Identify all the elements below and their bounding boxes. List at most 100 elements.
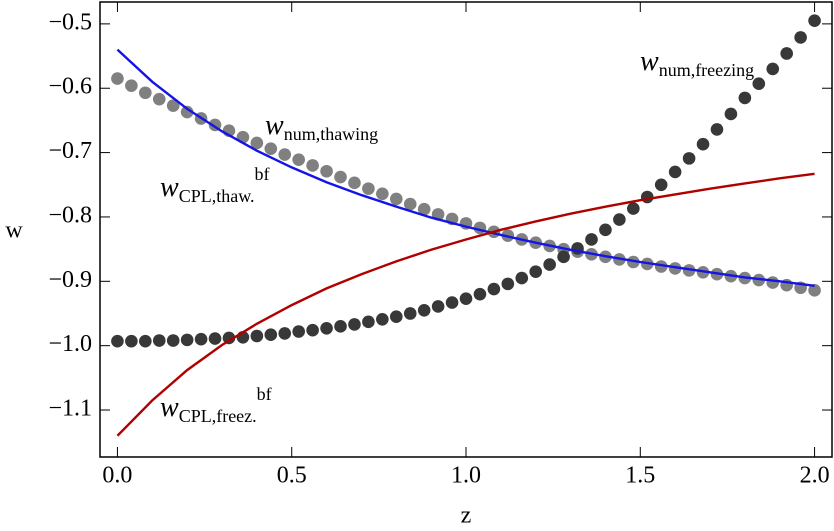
annotation: wCPL,freez.bf [160,384,272,426]
data-point [278,148,292,161]
data-point [515,271,529,285]
data-point [473,287,487,301]
annotation-subscript: num,freezing [659,60,754,80]
data-point [250,136,264,150]
data-point [794,31,807,44]
data-point [320,321,333,335]
data-point [389,310,403,324]
data-point [376,187,389,201]
data-point [766,276,780,289]
plot-frame [99,1,833,458]
data-point [682,152,696,165]
data-point [710,123,724,136]
data-point [640,190,654,204]
data-point [724,107,738,121]
data-point [306,323,319,337]
annotation-subscript: num,thawing [284,124,379,144]
data-point [320,164,333,178]
data-point [222,331,236,345]
data-point [292,153,305,166]
data-point [152,92,166,106]
x-tick-label: 2.0 [800,463,830,489]
data-point [738,91,752,105]
x-tick-label: 1.0 [451,463,481,489]
data-point [543,258,556,271]
data-point [306,159,319,172]
data-point [599,223,612,237]
data-point [459,292,473,305]
y-tick-label: −0.8 [48,202,92,228]
data-point [362,182,375,195]
data-point [668,262,682,275]
data-point [808,284,821,297]
x-tick-label: 0.5 [277,463,307,489]
data-point [613,213,626,226]
data-point [166,334,180,347]
annotation-superscript: bf [257,384,272,404]
data-point [334,170,347,184]
data-point [557,250,570,264]
data-point [362,315,375,329]
data-point [417,303,431,317]
x-tick-label: 0.0 [102,463,132,489]
annotation-subscript: CPL,freez. [179,406,257,426]
data-point [529,265,543,278]
annotation: wCPL,thaw.bf [160,164,270,206]
y-tick-label: −1.0 [48,331,92,357]
data-point [445,296,459,309]
annotation-subscript: CPL,thaw. [179,186,255,206]
data-point [780,47,793,60]
data-point [654,178,668,192]
y-tick-label: −1.1 [48,396,92,422]
annotation-superscript: bf [255,164,270,184]
x-tick-label: 1.5 [625,463,655,489]
data-point [627,202,640,215]
data-point [766,62,780,76]
data-point [348,176,361,190]
annotation: wnum,freezing [640,46,754,80]
data-point [348,318,361,331]
data-point [125,334,138,348]
data-point [417,202,431,216]
data-point [180,333,194,347]
data-point [808,14,821,27]
annotation-symbol: w [160,392,179,423]
data-point [334,320,347,333]
y-tick-label: −0.6 [48,74,92,100]
data-point [696,137,710,151]
data-point [194,332,208,346]
data-point [403,197,417,211]
data-point [376,312,389,326]
annotation-symbol: w [160,172,179,203]
data-point [139,86,152,100]
data-point [125,79,138,92]
y-axis-label: w [5,218,23,244]
data-point [111,334,124,348]
data-point [292,325,305,338]
data-point [152,334,166,347]
data-point [139,334,152,348]
data-point [431,300,445,313]
data-point [668,165,682,179]
data-point [208,332,222,345]
data-point [264,328,278,342]
data-point [654,260,668,273]
annotation: wnum,thawing [265,110,378,144]
data-point [389,192,403,206]
data-point [501,277,515,291]
y-tick-label: −0.9 [48,267,92,293]
data-line [116,48,815,288]
data-point [752,77,766,91]
data-point [403,307,417,320]
y-tick-label: −0.5 [48,9,92,35]
data-point [111,72,124,85]
data-point [278,327,292,340]
y-tick-label: −0.7 [48,138,92,164]
annotation-symbol: w [265,110,284,141]
x-axis-label: z [461,503,472,529]
annotation-symbol: w [640,46,659,77]
data-line [116,172,815,437]
data-point [487,282,501,296]
data-point [250,329,264,343]
